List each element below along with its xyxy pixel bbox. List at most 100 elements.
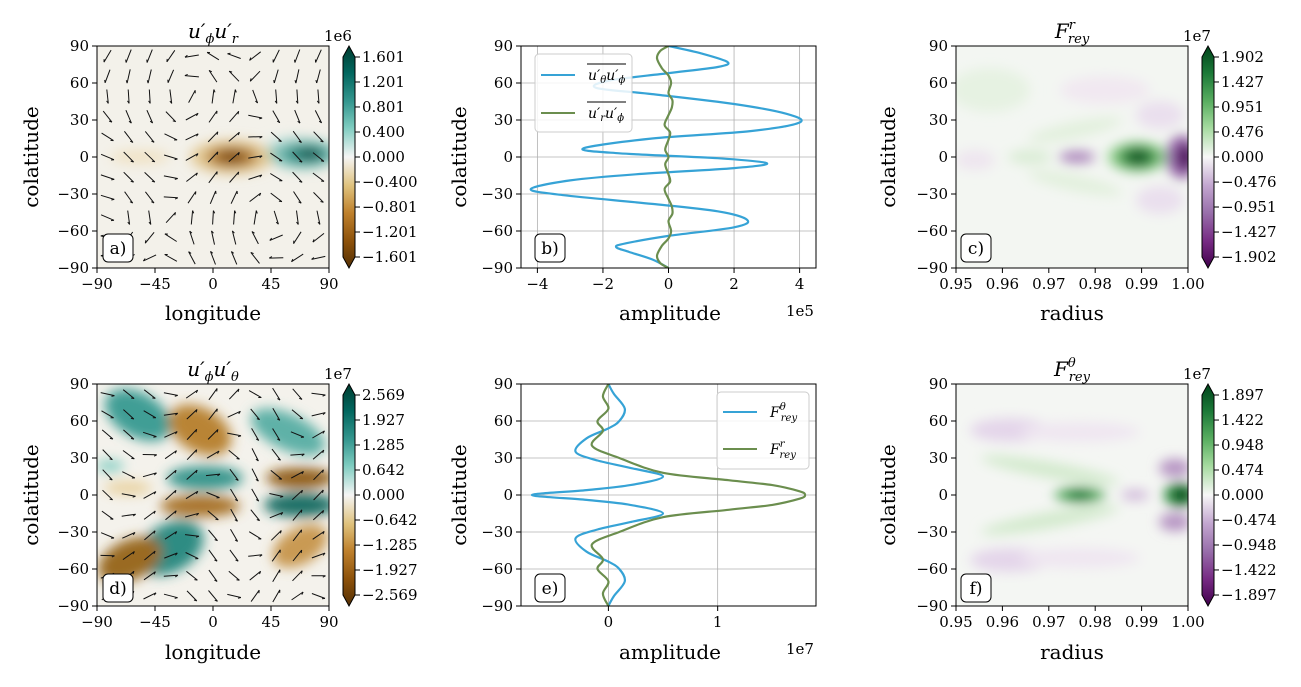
quiver-arrow-head: [216, 429, 219, 433]
panel-b-xtick-label: 2: [729, 275, 739, 293]
quiver-arrow: [102, 489, 113, 501]
quiver-arrow: [251, 231, 259, 245]
quiver-arrow-head: [212, 210, 216, 214]
quiver-arrow: [290, 453, 305, 456]
colorbar-c-tick-label: −1.902: [1221, 248, 1277, 266]
quiver-arrow: [100, 532, 115, 539]
colorbar-f-tick-label: −0.474: [1221, 511, 1277, 529]
panel-e-series-1: [530, 384, 665, 606]
panel-a-ylabel: colatitude: [19, 106, 43, 208]
quiver-arrow-head: [237, 111, 240, 115]
panel-e-ytick-label: −90: [481, 597, 513, 615]
panel-a-ytick-label: 0: [79, 148, 89, 166]
quiver-arrow-head: [301, 471, 304, 475]
quiver-arrow: [206, 51, 220, 61]
quiver-arrow: [185, 389, 198, 399]
panel-b-x-multiplier: 1e5: [786, 302, 814, 320]
quiver-arrow-head: [111, 178, 115, 181]
quiver-arrow-head: [269, 256, 273, 259]
quiver-arrow: [164, 531, 177, 540]
panel-e-ytick-label: −30: [481, 523, 513, 541]
quiver-arrow: [230, 251, 238, 265]
colorbar-a-tick-label: 1.601: [362, 48, 405, 66]
panel-e-ytick-label: 30: [494, 449, 513, 467]
quiver-arrow: [208, 70, 218, 83]
quiver-arrow: [122, 389, 135, 399]
colorbar-a: [342, 44, 356, 270]
colorbar-d-tick-label: 2.569: [362, 386, 405, 404]
panel-c-ytick-label: 90: [929, 37, 948, 55]
quiver-arrow: [272, 110, 281, 123]
panel-f-label: f): [960, 573, 992, 603]
quiver-arrow-head: [195, 469, 198, 474]
panel-d-ytick-label: −60: [57, 560, 89, 578]
quiver-arrow: [270, 192, 283, 202]
quiver-arrow: [185, 153, 199, 161]
quiver-arrow-head: [259, 554, 263, 557]
quiver-arrow-head: [127, 100, 130, 104]
quiver-arrow: [188, 90, 196, 103]
quiver-arrow-head: [196, 512, 200, 516]
quiver-arrow: [229, 549, 239, 562]
quiver-arrow: [144, 550, 156, 561]
quiver-arrow: [248, 531, 262, 540]
quiver-arrow: [270, 173, 283, 182]
panel-d-title: u′ϕu′θ: [187, 357, 239, 385]
quiver-arrow: [102, 449, 113, 461]
quiver-arrow-head: [280, 512, 284, 516]
legend-e-label-1: Fθ rey: [769, 402, 797, 424]
quiver-arrow-head: [300, 570, 303, 574]
quiver-arrow-head: [237, 132, 240, 136]
quiver-arrow: [143, 254, 157, 262]
quiver-arrow: [146, 49, 153, 63]
colorbar-c-tick-label: 0.951: [1221, 98, 1264, 116]
colorbar-f-multiplier: 1e7: [1183, 365, 1211, 383]
quiver-arrow: [270, 530, 282, 541]
quiver-arrow: [125, 49, 132, 63]
quiver-arrow-head: [299, 160, 303, 163]
panel-b-xtick-label: −4: [526, 275, 548, 293]
panel-f: [955, 383, 1189, 607]
quiver-arrow: [143, 389, 156, 399]
quiver-arrow: [163, 593, 178, 599]
quiver-arrow: [228, 152, 240, 162]
quiver-arrow: [164, 254, 178, 262]
quiver-arrow-head: [195, 491, 199, 495]
quiver-arrow-head: [195, 153, 199, 157]
quiver-arrow: [313, 469, 324, 481]
colorbar-a-tick-label: 0.801: [362, 98, 405, 116]
quiver-arrow-head: [192, 210, 195, 214]
quiver-arrow: [123, 429, 135, 440]
panel-c: [955, 45, 1189, 269]
quiver-arrow-head: [249, 57, 252, 61]
quiver-arrow: [208, 171, 218, 184]
quiver-arrow-head: [132, 495, 136, 498]
colorbar-d-tick-label: 0.000: [362, 486, 405, 504]
panel-f-ytick-label: 60: [929, 412, 948, 430]
quiver-arrow: [249, 192, 262, 202]
quiver-arrow-head: [153, 530, 156, 534]
quiver-arrow: [207, 429, 219, 440]
quiver-arrow: [186, 172, 198, 182]
colorbar-d-tick-label: 1.927: [362, 411, 405, 429]
legend-b-label-2: u′ru′ϕ: [588, 106, 624, 124]
quiver-arrow: [100, 194, 115, 200]
svg-text:f): f): [970, 579, 983, 599]
quiver-arrow-head: [214, 579, 218, 582]
quiver-arrow: [186, 469, 198, 480]
quiver-arrow-head: [235, 478, 239, 481]
quiver-arrow: [312, 430, 325, 439]
quiver-arrow-head: [231, 251, 235, 254]
quiver-arrow-head: [213, 89, 216, 93]
quiver-arrow: [233, 210, 236, 225]
quiver-arrow-head: [174, 510, 177, 514]
quiver-arrow: [207, 151, 219, 163]
panel-d-xlabel: longitude: [165, 640, 261, 664]
quiver-arrow: [185, 133, 199, 141]
panel-a-xtick-label: 0: [208, 275, 218, 293]
quiver-arrow-head: [259, 571, 262, 575]
panel-a-ytick-label: −90: [57, 259, 89, 277]
quiver-arrow-head: [275, 221, 279, 225]
quiver-arrow: [166, 50, 176, 63]
panel-d: [96, 383, 330, 607]
